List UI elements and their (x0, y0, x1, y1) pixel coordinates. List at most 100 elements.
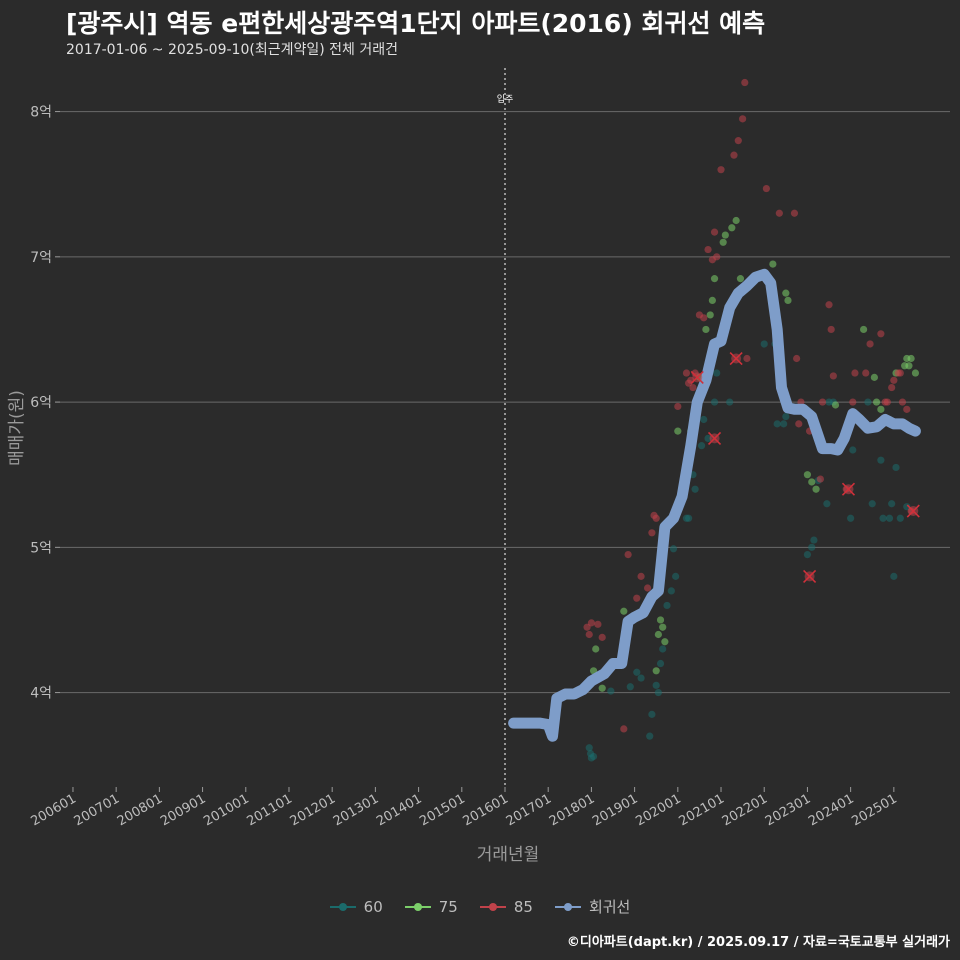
data-point-60 (663, 601, 671, 610)
data-point-85 (883, 398, 891, 406)
data-point-60 (888, 500, 896, 508)
data-point-85 (890, 376, 898, 384)
data-point-85 (648, 529, 656, 537)
cancelled-x-mark (841, 482, 856, 496)
data-point-85 (652, 514, 660, 522)
legend-key-icon (404, 900, 431, 914)
grid (60, 111, 950, 694)
data-point-60 (892, 463, 900, 472)
data-point-60 (782, 413, 790, 421)
data-point-85 (717, 166, 725, 174)
x-axis-label: 거래년월 (477, 845, 540, 865)
data-point-60 (808, 543, 816, 551)
legend-key-icon (479, 900, 506, 914)
data-point-60 (780, 420, 788, 428)
data-point-85 (643, 584, 652, 592)
cancelled-x-mark (707, 431, 722, 445)
data-point-75 (708, 296, 716, 305)
data-point-60 (760, 340, 768, 348)
data-point-75 (769, 260, 777, 268)
data-point-60 (704, 434, 712, 442)
data-point-60 (637, 674, 645, 682)
data-point-75 (877, 405, 885, 413)
data-point-85 (620, 725, 628, 733)
data-point-60 (810, 536, 818, 544)
data-point-85 (704, 245, 712, 254)
y-tick-label: 7억 (30, 250, 52, 266)
y-tick-label: 4억 (30, 686, 52, 702)
x-tick-label: 201701 (504, 791, 554, 829)
data-point-85 (866, 340, 874, 348)
x-axis-ticks: 2006012007012008012009012010012011012012… (28, 787, 900, 829)
x-tick-label: 201201 (288, 791, 338, 829)
y-axis-ticks: 4억 5억 6억 7억 8억 (30, 105, 60, 702)
data-point-85 (637, 572, 645, 580)
data-point-85 (633, 594, 641, 602)
data-point-85 (827, 325, 835, 334)
y-tick-label: 8억 (30, 105, 52, 121)
data-point-75 (905, 362, 913, 370)
data-point-85 (825, 301, 833, 309)
data-point-85 (851, 369, 859, 377)
data-point-60 (885, 514, 894, 522)
data-point-85 (775, 209, 783, 217)
cancelled-x-mark (729, 351, 743, 366)
legend-label: 85 (513, 897, 533, 916)
data-point-75 (728, 224, 736, 232)
x-tick-label: 201101 (244, 791, 294, 829)
data-point-75 (859, 325, 868, 334)
data-point-85 (713, 253, 721, 261)
data-point-85 (710, 228, 719, 236)
data-point-60 (626, 683, 634, 691)
data-point-60 (896, 514, 904, 522)
x-tick-label: 200601 (28, 791, 78, 829)
legend-key-icon (329, 900, 356, 914)
data-point-85 (741, 78, 749, 87)
data-point-85 (829, 372, 837, 380)
data-point-75 (732, 216, 740, 225)
data-point-75 (620, 607, 628, 615)
data-point-60 (667, 587, 675, 595)
data-point-75 (911, 369, 920, 377)
data-point-60 (803, 550, 812, 559)
data-point-75 (784, 296, 792, 305)
x-tick-label: 202101 (677, 791, 727, 829)
x-tick-label: 201001 (201, 791, 251, 829)
data-point-75 (656, 616, 665, 624)
data-point-60 (864, 398, 872, 406)
x-tick-label: 201301 (331, 791, 381, 829)
y-tick-label: 5억 (30, 540, 52, 556)
data-point-85 (903, 405, 911, 413)
data-point-75 (872, 398, 881, 406)
x-tick-label: 202201 (720, 791, 770, 829)
data-point-85 (862, 369, 870, 377)
data-point-75 (870, 373, 878, 381)
data-point-85 (849, 398, 857, 406)
legend-label: 60 (363, 897, 383, 916)
move-in-marker: 입주 (497, 68, 513, 787)
data-point-85 (585, 630, 593, 639)
data-point-75 (812, 485, 820, 493)
data-point-60 (713, 369, 721, 377)
data-point-75 (659, 623, 667, 631)
data-point-75 (702, 325, 710, 334)
data-point-60 (847, 514, 855, 522)
data-point-85 (762, 184, 770, 193)
x-tick-label: 200901 (158, 791, 208, 829)
data-point-75 (710, 275, 719, 283)
data-point-60 (849, 446, 857, 454)
data-point-60 (672, 572, 680, 580)
data-point-75 (598, 684, 606, 692)
data-point-60 (700, 415, 708, 424)
data-point-85 (689, 383, 697, 392)
data-point-75 (907, 354, 915, 363)
chart-title: [광주시] 역동 e편한세상광주역1단지 아파트(2016) 회귀선 예측 (66, 9, 766, 38)
x-tick-label: 202401 (806, 791, 856, 829)
regression-line (508, 268, 921, 742)
data-point-75 (721, 231, 729, 239)
data-point-85 (730, 151, 738, 159)
data-point-75 (736, 275, 745, 283)
y-axis-label: 매매가(원) (7, 390, 27, 466)
data-point-60 (773, 420, 781, 428)
